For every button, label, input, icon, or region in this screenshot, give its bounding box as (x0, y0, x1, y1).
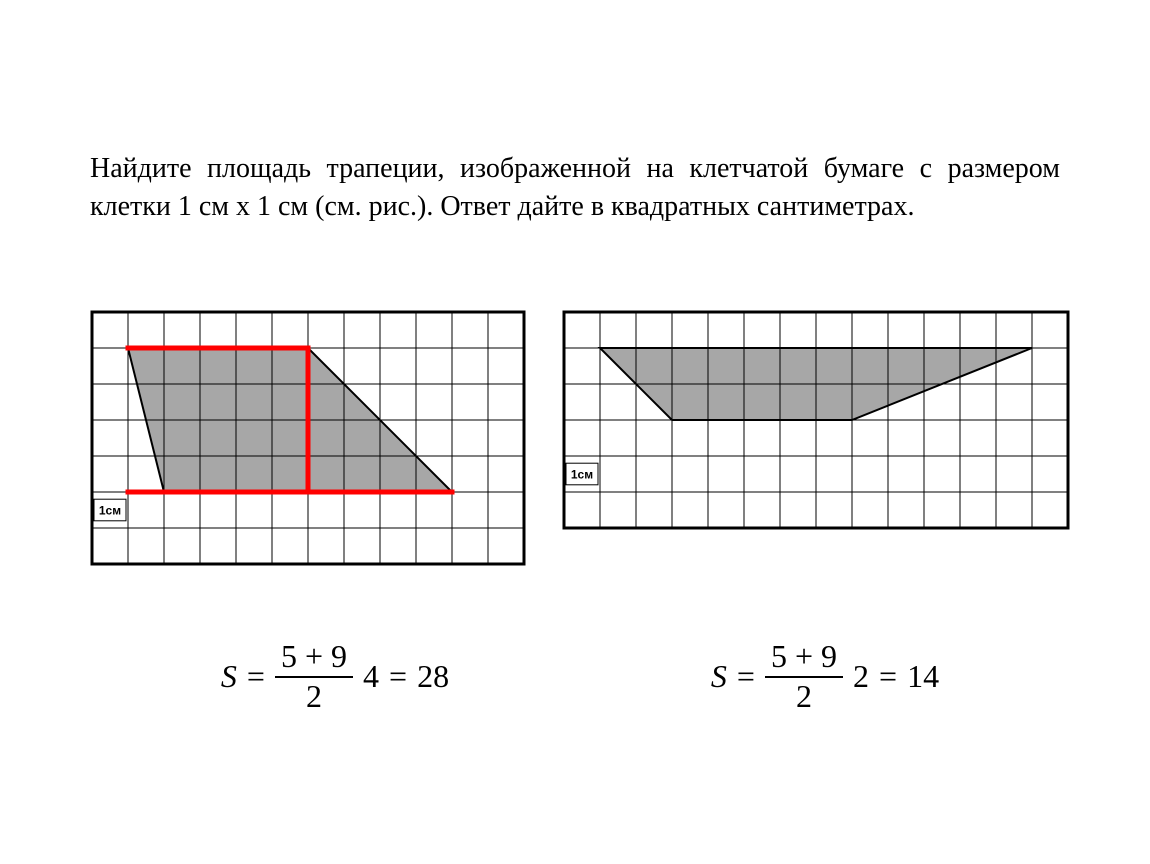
equals-sign: = (879, 658, 897, 695)
trapezoid-grid-2: 1см (562, 310, 1070, 530)
multiplier: 4 (363, 658, 379, 695)
fraction: 5 + 9 2 (765, 640, 843, 713)
figure-1: 1см (90, 310, 526, 566)
figure-2: 1см (562, 310, 1070, 566)
equals-sign: = (737, 658, 755, 695)
result: 28 (417, 658, 449, 695)
formulas-row: S = 5 + 9 2 4 = 28 S = 5 + 9 2 2 = 14 (90, 640, 1070, 713)
problem-statement: Найдите площадь трапеции, изображенной н… (90, 150, 1060, 226)
figures-row: 1см 1см (90, 310, 1070, 566)
formula-2: S = 5 + 9 2 2 = 14 (711, 640, 939, 713)
numerator: 5 + 9 (765, 640, 843, 678)
denominator: 2 (796, 678, 812, 714)
svg-text:1см: 1см (571, 467, 593, 481)
trapezoid-grid-1: 1см (90, 310, 526, 566)
fraction: 5 + 9 2 (275, 640, 353, 713)
numerator: 5 + 9 (275, 640, 353, 678)
formula-var: S (221, 658, 237, 695)
denominator: 2 (306, 678, 322, 714)
multiplier: 2 (853, 658, 869, 695)
svg-text:1см: 1см (99, 503, 121, 517)
result: 14 (907, 658, 939, 695)
equals-sign: = (247, 658, 265, 695)
formula-var: S (711, 658, 727, 695)
formula-1: S = 5 + 9 2 4 = 28 (221, 640, 449, 713)
equals-sign: = (389, 658, 407, 695)
